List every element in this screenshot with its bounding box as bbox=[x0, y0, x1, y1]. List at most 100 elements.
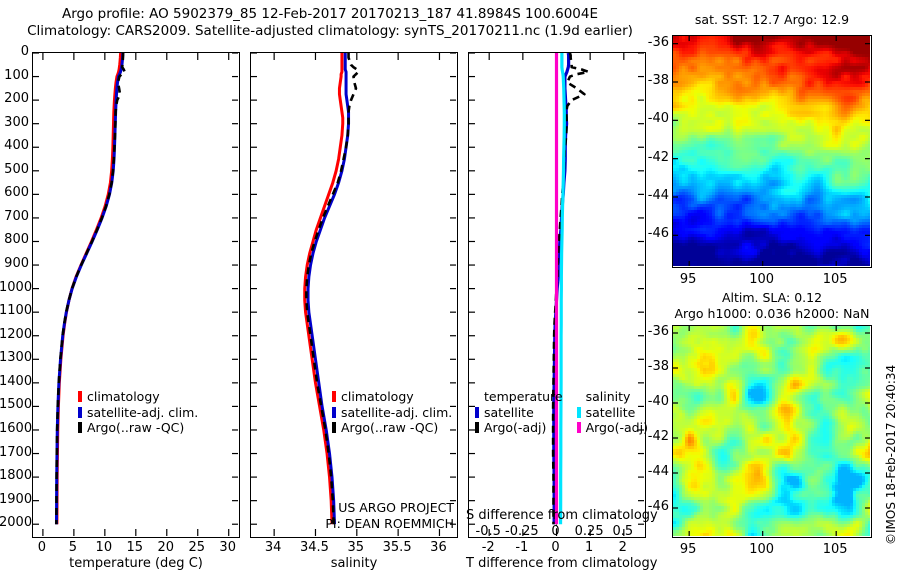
sla-lat-tick-4: -44 bbox=[647, 464, 669, 479]
legend-row: satellite bbox=[576, 404, 648, 421]
y-tick-600: 600 bbox=[4, 185, 29, 201]
y-tick-0: 0 bbox=[20, 44, 29, 59]
sla-lon-tick-95: 95 bbox=[679, 542, 697, 557]
legend-color-swatch bbox=[78, 422, 82, 434]
y-tick-400: 400 bbox=[4, 138, 29, 154]
t-diff-x-tick-2: 0 bbox=[551, 540, 560, 555]
sla-lat-tick-3: -42 bbox=[647, 429, 669, 444]
y-tick-2000: 2000 bbox=[0, 515, 33, 531]
legend-label: climatology bbox=[341, 389, 414, 404]
legend-label: Argo(..raw -QC) bbox=[87, 420, 185, 435]
difference-profile-panel bbox=[468, 52, 646, 538]
project-attribution: US ARGO PROJECT PI: DEAN ROEMMICH bbox=[258, 500, 454, 531]
legend-label: satellite bbox=[484, 404, 534, 420]
legend-header: salinity bbox=[585, 389, 631, 404]
legend-label: satellite-adj. clim. bbox=[341, 404, 453, 420]
legend-label: Argo(..raw -QC) bbox=[341, 420, 439, 435]
temperature-axis-label: temperature (deg C) bbox=[69, 556, 203, 571]
t-diff-x-tick-1: -1 bbox=[515, 540, 529, 555]
s-diff-x-tick-1: -0.25 bbox=[505, 524, 539, 539]
argo-height-values: Argo h1000: 0.036 h2000: NaN bbox=[674, 305, 870, 321]
temperature-x-tick-20: 20 bbox=[157, 540, 175, 555]
legend-label: Argo(-adj) bbox=[484, 420, 547, 435]
s-diff-x-tick-0: -0.5 bbox=[475, 524, 501, 539]
sla-map-panel bbox=[672, 325, 872, 538]
y-tick-100: 100 bbox=[4, 67, 29, 83]
legend-row: satellite-adj. clim. bbox=[78, 405, 198, 421]
t-difference-axis-label: T difference from climatology bbox=[466, 556, 658, 571]
salinity-x-tick-0: 34 bbox=[264, 540, 282, 555]
salinity-legend: climatology satellite-adj. clim. Argo(..ra… bbox=[332, 389, 452, 436]
legend-row: climatology bbox=[332, 389, 452, 405]
sst-map-title: sat. SST: 12.7 Argo: 12.9 bbox=[694, 12, 850, 27]
s-diff-x-tick-3: 0.25 bbox=[574, 524, 604, 539]
salinity-axis-label: salinity bbox=[330, 556, 378, 571]
y-tick-1000: 1000 bbox=[0, 279, 33, 295]
y-tick-1800: 1800 bbox=[0, 468, 33, 484]
salinity-legend-column: salinity satellite Argo(-adj) bbox=[576, 389, 648, 436]
legend-row: Argo(-adj) bbox=[576, 420, 648, 436]
legend-color-swatch bbox=[576, 406, 581, 418]
s-difference-axis-label: S difference from climatology bbox=[466, 508, 658, 523]
legend-row: Argo(-adj) bbox=[475, 420, 563, 436]
y-tick-300: 300 bbox=[4, 114, 29, 130]
legend-color-swatch bbox=[78, 391, 82, 403]
legend-row: satellite bbox=[475, 405, 563, 421]
sla-map-image bbox=[673, 326, 870, 536]
sla-lat-tick-0: -36 bbox=[647, 324, 669, 339]
page-title: Argo profile: AO 5902379_85 12-Feb-2017 … bbox=[0, 6, 660, 40]
sst-map-image bbox=[673, 36, 870, 266]
legend-color-swatch bbox=[332, 406, 336, 418]
sla-map-title: Altim. SLA: 0.12 Argo h1000: 0.036 h2000… bbox=[662, 290, 882, 321]
y-tick-1400: 1400 bbox=[0, 373, 33, 389]
copyright-text: ©IMOS 18-Feb-2017 20:40:34 bbox=[884, 364, 898, 545]
legend-color-swatch bbox=[475, 406, 479, 418]
sst-lon-tick-105: 105 bbox=[822, 272, 848, 287]
legend-header: temperature bbox=[484, 389, 563, 404]
legend-color-swatch bbox=[332, 422, 336, 434]
y-tick-800: 800 bbox=[4, 232, 29, 248]
temperature-x-tick-10: 10 bbox=[95, 540, 113, 555]
legend-color-swatch bbox=[475, 422, 479, 434]
temperature-legend-column: temperature satellite Argo(-adj) bbox=[475, 389, 563, 436]
s-diff-x-tick-2: 0 bbox=[551, 524, 560, 539]
t-diff-x-tick-4: 2 bbox=[618, 540, 627, 555]
salinity-profile-panel bbox=[250, 52, 458, 538]
temperature-x-tick-0: 0 bbox=[37, 540, 47, 555]
salinity-x-tick-2: 35 bbox=[347, 540, 365, 555]
y-tick-200: 200 bbox=[4, 91, 29, 107]
y-tick-500: 500 bbox=[4, 161, 29, 177]
temperature-profile-panel bbox=[32, 52, 240, 538]
temperature-x-tick-5: 5 bbox=[68, 540, 78, 555]
t-diff-x-tick-0: -2 bbox=[481, 540, 495, 555]
sst-lat-tick-4: -44 bbox=[647, 188, 669, 203]
temperature-legend: climatology satellite-adj. clim. Argo(..ra… bbox=[78, 389, 198, 436]
sst-lat-tick-0: -36 bbox=[647, 34, 669, 50]
legend-row: Argo(..raw -QC) bbox=[332, 420, 452, 436]
y-tick-900: 900 bbox=[4, 256, 29, 272]
t-diff-x-tick-3: 1 bbox=[585, 540, 594, 555]
legend-color-swatch bbox=[78, 406, 82, 418]
temperature-x-tick-25: 25 bbox=[188, 540, 205, 555]
sla-lat-tick-2: -40 bbox=[647, 394, 669, 409]
legend-label: satellite bbox=[585, 404, 636, 420]
s-diff-x-tick-4: 0.5 bbox=[612, 524, 634, 539]
difference-profile-plot bbox=[469, 53, 644, 536]
sla-lat-tick-5: -46 bbox=[647, 499, 669, 514]
y-tick-1900: 1900 bbox=[0, 491, 33, 507]
difference-legend: temperature satellite Argo(-adj) salinity sa… bbox=[475, 389, 648, 436]
salinity-profile-plot bbox=[251, 53, 456, 536]
y-tick-700: 700 bbox=[4, 208, 29, 224]
sst-map-panel bbox=[672, 35, 872, 268]
sst-lon-tick-100: 100 bbox=[749, 272, 775, 287]
sla-lat-tick-1: -38 bbox=[647, 359, 669, 374]
sst-lat-tick-3: -42 bbox=[647, 149, 669, 165]
temperature-x-tick-30: 30 bbox=[219, 540, 236, 555]
salinity-x-tick-4: 36 bbox=[430, 540, 447, 555]
legend-label: climatology bbox=[87, 389, 160, 404]
legend-label: satellite-adj. clim. bbox=[87, 404, 199, 420]
legend-label: Argo(-adj) bbox=[585, 420, 648, 435]
title-line-1: Argo profile: AO 5902379_85 12-Feb-2017 … bbox=[61, 6, 599, 22]
y-tick-1200: 1200 bbox=[0, 326, 33, 342]
salinity-x-tick-3: 35.5 bbox=[382, 540, 412, 555]
